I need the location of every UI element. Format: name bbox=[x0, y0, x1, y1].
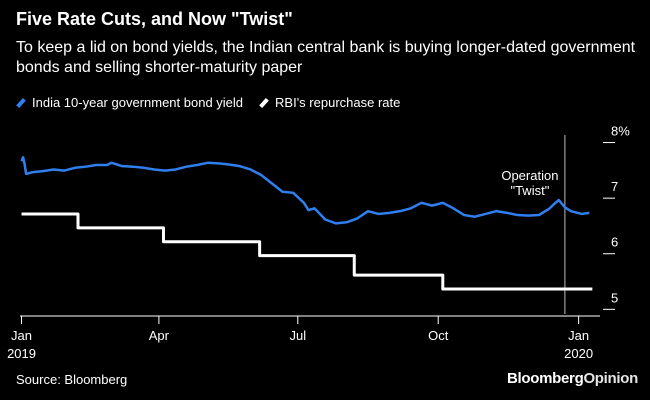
chart-subtitle: To keep a lid on bond yields, the Indian… bbox=[16, 39, 636, 76]
legend-label-bond-yield: India 10-year government bond yield bbox=[32, 95, 244, 110]
legend: India 10-year government bond yield RBI'… bbox=[16, 95, 416, 110]
x-tick-label: Jul bbox=[289, 328, 306, 343]
x-tick-sublabel: 2019 bbox=[7, 346, 36, 361]
brand-logo: BloombergOpinion bbox=[507, 370, 638, 387]
legend-label-repo-rate: RBI's repurchase rate bbox=[275, 95, 401, 110]
legend-item-bond-yield: India 10-year government bond yield bbox=[16, 95, 243, 110]
series-line-bond-yield bbox=[20, 155, 590, 225]
source-note: Source: Bloomberg bbox=[16, 372, 128, 387]
x-tick-label: Oct bbox=[428, 328, 449, 343]
y-tick-label: 6 bbox=[611, 235, 618, 250]
annotation-text: Operation bbox=[501, 168, 558, 183]
annotation-text: "Twist" bbox=[510, 183, 549, 198]
y-tick-label: 8% bbox=[611, 124, 630, 139]
y-tick-label: 7 bbox=[611, 179, 618, 194]
brand-secondary: Opinion bbox=[583, 370, 638, 387]
y-tick-label: 5 bbox=[611, 290, 618, 305]
chart-title: Five Rate Cuts, and Now "Twist" bbox=[16, 9, 293, 29]
x-tick-label: Jan bbox=[11, 328, 32, 343]
legend-item-repo-rate: RBI's repurchase rate bbox=[259, 95, 400, 110]
series-line-repo-rate bbox=[21, 212, 593, 291]
brand-primary: Bloomberg bbox=[506, 370, 584, 387]
x-tick-sublabel: 2020 bbox=[564, 346, 593, 361]
x-tick-label: Apr bbox=[149, 328, 170, 343]
x-tick-label: Jan bbox=[568, 328, 589, 343]
